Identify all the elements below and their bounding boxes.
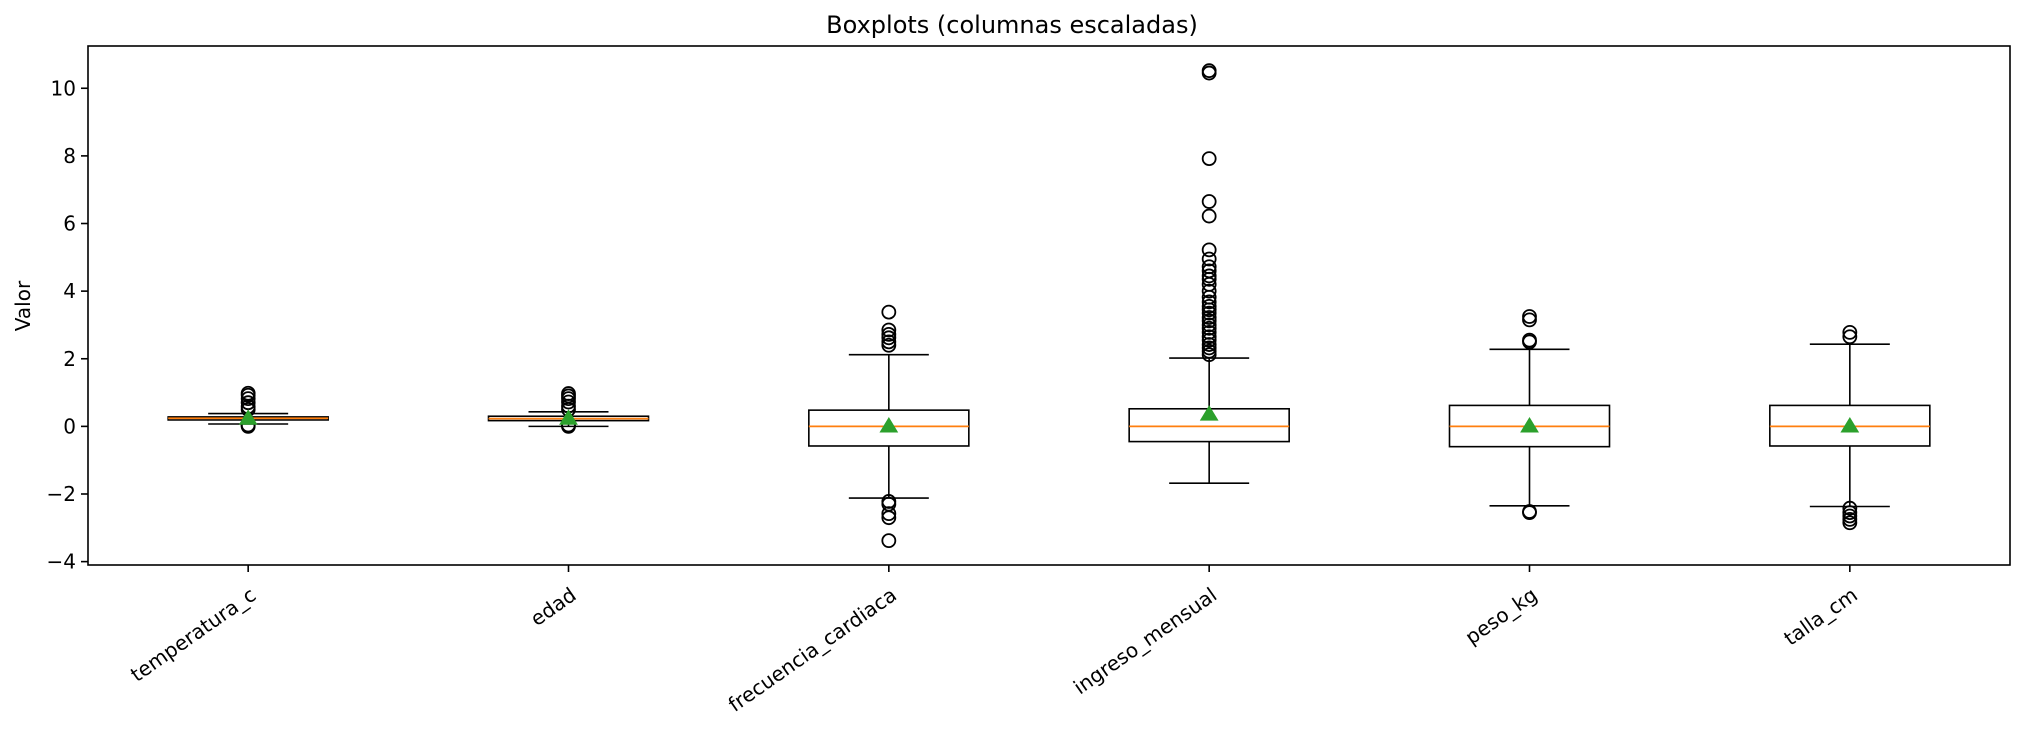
outlier-point [1201,283,1217,299]
outlier-point [1201,310,1217,325]
outlier-point [1201,194,1217,209]
mean-marker [238,409,258,425]
outlier-point [1842,500,1858,516]
y-tick-label: 2 [63,347,76,371]
outlier-point [1522,332,1537,348]
outlier-point [881,494,897,509]
y-tick-label: −4 [47,550,76,574]
box-iqr [808,409,970,447]
outlier-point [1201,317,1217,333]
mean-marker [559,409,578,425]
outlier-point [881,304,897,320]
mean-marker [1840,417,1860,433]
outlier-point [1842,324,1858,340]
outlier-point [881,533,897,549]
mean-marker [1199,405,1219,421]
outlier-point [1201,268,1217,284]
outlier-point [1201,63,1217,79]
outlier-point [881,334,897,350]
outlier-point [881,327,897,342]
outlier-point [881,322,897,338]
outlier-point [1201,324,1217,340]
outlier-point [1201,242,1217,258]
y-tick-label: 4 [63,279,76,303]
y-tick-label: 0 [63,414,76,438]
outlier-point [1201,298,1217,314]
y-axis-label: Valor [11,280,35,331]
outlier-point [1842,505,1858,520]
outlier-point [1201,329,1217,345]
outlier-point [1201,208,1217,224]
outlier-point [1201,151,1217,166]
chart-title: Boxplots (columnas escaladas) [826,11,1198,39]
y-tick-label: 8 [63,144,76,168]
outlier-point [240,395,256,411]
y-tick-label: 10 [51,76,76,100]
mean-marker [1520,417,1539,433]
outlier-point [1201,251,1217,267]
y-tick-label: −2 [47,482,76,506]
outlier-point [1842,329,1858,345]
y-tick-label: 6 [63,212,76,236]
outlier-point [1201,263,1217,279]
outlier-point [1201,294,1217,310]
axes-frame [87,45,2011,566]
outlier-point [1201,259,1217,275]
mean-marker [879,417,899,433]
outlier-point [561,386,576,401]
outlier-point [1522,504,1537,519]
outlier-point [240,385,256,401]
outlier-point [1522,309,1537,324]
